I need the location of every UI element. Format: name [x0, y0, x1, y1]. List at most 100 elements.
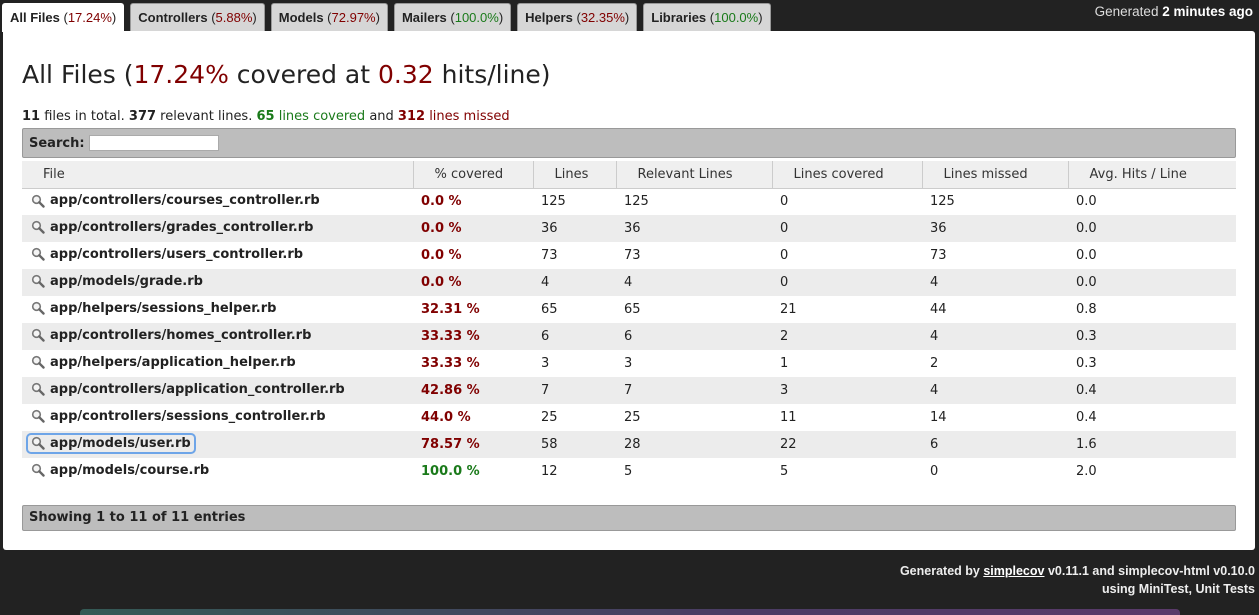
group-tabs: All Files (17.24%) Controllers (5.88%) Mod…: [2, 3, 777, 32]
file-cell: app/controllers/homes_controller.rb: [22, 323, 413, 350]
title-suffix: hits/line): [433, 60, 551, 89]
summary-missed-count: 312: [397, 109, 426, 124]
summary-relevant-count: 377: [128, 109, 157, 124]
tab-mailers[interactable]: Mailers (100.0%): [393, 3, 512, 31]
tab-label: Mailers: [401, 10, 447, 25]
magnifier-icon: [31, 302, 45, 315]
credits-prefix: Generated by: [899, 564, 984, 578]
tab-paren: (: [323, 10, 332, 25]
file-link[interactable]: app/models/grade.rb: [28, 273, 206, 290]
tab-models[interactable]: Models (72.97%): [270, 3, 388, 31]
table-row: app/helpers/sessions_helper.rb 32.31 % 65 6…: [22, 296, 1236, 323]
lines-cell: 3: [541, 356, 550, 371]
table-row: app/controllers/grades_controller.rb 0.0 …: [22, 215, 1236, 242]
summary-files-text: files in total.: [40, 109, 129, 124]
tab-label: Controllers: [138, 10, 208, 25]
file-link[interactable]: app/controllers/sessions_controller.rb: [28, 408, 329, 425]
column-header-relevant-lines[interactable]: Relevant Lines: [616, 161, 773, 189]
magnifier-icon: [31, 275, 45, 288]
summary-and-text: and: [365, 109, 398, 124]
lines-cell: 125: [541, 194, 566, 210]
table-info-bar: Showing 1 to 11 of 11 entries: [22, 505, 1236, 531]
tab-paren: ): [498, 10, 504, 25]
lines-missed-cell: 14: [930, 410, 947, 425]
table-row: app/controllers/homes_controller.rb 33.33…: [22, 323, 1236, 350]
title-coverage-percent: 17.24%: [133, 60, 229, 89]
relevant-lines-cell: 5: [624, 464, 633, 479]
file-name: app/controllers/users_controller.rb: [50, 246, 304, 262]
file-link[interactable]: app/controllers/homes_controller.rb: [28, 327, 314, 344]
column-header-lines-missed[interactable]: Lines missed: [922, 161, 1069, 189]
coverage-percent-cell: 33.33 %: [413, 323, 533, 350]
tab-paren: (: [59, 10, 68, 25]
tab-label: Helpers: [525, 10, 573, 25]
coverage-percent-cell: 100.0 %: [421, 464, 480, 479]
lines-missed-cell: 4: [922, 323, 1068, 350]
lines-missed-cell: 4: [922, 377, 1068, 404]
generated-prefix: Generated: [1094, 4, 1159, 19]
lines-covered-cell: 21: [780, 302, 797, 317]
tab-all-files[interactable]: All Files (17.24%): [2, 3, 125, 32]
simplecov-link[interactable]: simplecov: [983, 564, 1045, 578]
generated-time: 2 minutes ago: [1162, 4, 1253, 19]
table-row: app/helpers/application_helper.rb 33.33 %…: [22, 350, 1236, 377]
relevant-lines-cell: 4: [616, 269, 772, 296]
tab-paren: (: [207, 10, 216, 25]
tab-coverage-percent: 17.24%: [67, 10, 112, 25]
relevant-lines-cell: 65: [624, 302, 641, 317]
search-input[interactable]: [88, 135, 219, 151]
tab-libraries[interactable]: Libraries (100.0%): [643, 3, 771, 31]
window-bottom-edge: [80, 609, 1180, 615]
file-cell: app/helpers/sessions_helper.rb: [22, 296, 413, 323]
title-middle: covered at: [228, 60, 378, 89]
coverage-percent-cell: 33.33 %: [421, 356, 480, 371]
file-cell: app/controllers/grades_controller.rb: [22, 215, 413, 242]
avg-hits-cell: 0.4: [1068, 377, 1236, 404]
search-label: Search:: [29, 135, 85, 151]
credits-line-1: Generated by simplecov v0.11.1 and simpl…: [900, 562, 1255, 580]
credits-versions: v0.11.1 and simplecov-html v0.10.0: [1044, 564, 1255, 578]
magnifier-icon: [31, 410, 45, 423]
file-link[interactable]: app/models/course.rb: [28, 462, 212, 479]
avg-hits-cell: 0.3: [1076, 356, 1097, 371]
file-link[interactable]: app/helpers/application_helper.rb: [28, 354, 299, 371]
tab-coverage-percent: 100.0%: [454, 10, 499, 25]
column-header-file[interactable]: File: [22, 161, 414, 189]
file-name: app/models/grade.rb: [50, 273, 203, 289]
lines-cell: 7: [533, 377, 616, 404]
file-link[interactable]: app/models/user.rb: [26, 432, 196, 454]
tab-label: Libraries: [651, 10, 707, 25]
table-header-row: File% covered Lines Relevant Lines Lines co…: [22, 161, 1236, 189]
tab-controllers[interactable]: Controllers (5.88%): [130, 3, 265, 31]
column-header-covered[interactable]: % covered: [413, 161, 534, 189]
tab-coverage-percent: 5.88%: [215, 10, 253, 25]
magnifier-icon: [31, 248, 45, 261]
table-row: app/models/user.rb 78.57 % 58 28 22 6 1.6: [22, 431, 1236, 458]
file-name: app/controllers/grades_controller.rb: [50, 219, 314, 235]
relevant-lines-cell: 3: [624, 356, 633, 371]
tab-paren: (: [446, 10, 455, 25]
avg-hits-cell: 0.0: [1076, 194, 1097, 210]
file-link[interactable]: app/helpers/sessions_helper.rb: [28, 300, 279, 317]
column-header-avg-hits-line[interactable]: Avg. Hits / Line: [1068, 161, 1236, 189]
lines-covered-cell: 5: [780, 464, 789, 479]
page-title: All Files (17.24% covered at 0.32 hits/l…: [22, 60, 551, 89]
avg-hits-cell: 0.0: [1068, 215, 1236, 242]
magnifier-icon: [31, 356, 45, 369]
table-row: app/models/course.rb 100.0 % 12 5 5 0 2.0: [22, 458, 1236, 485]
relevant-lines-cell: 125: [624, 194, 649, 210]
column-header-lines[interactable]: Lines: [533, 161, 617, 189]
column-header-lines-covered[interactable]: Lines covered: [772, 161, 923, 189]
tab-helpers[interactable]: Helpers (32.35%): [517, 3, 638, 31]
coverage-percent-cell: 0.0 %: [421, 248, 462, 263]
file-link[interactable]: app/controllers/application_controller.r…: [28, 381, 348, 398]
lines-cell: 73: [541, 248, 558, 263]
file-link[interactable]: app/controllers/courses_controller.rb: [28, 192, 323, 209]
tab-label: Models: [278, 10, 324, 25]
search-bar: Search:: [22, 128, 1236, 158]
file-link[interactable]: app/controllers/grades_controller.rb: [28, 219, 316, 236]
avg-hits-cell: 0.8: [1076, 302, 1097, 317]
table-row: app/controllers/sessions_controller.rb 44…: [22, 404, 1236, 431]
generated-timestamp: Generated 2 minutes ago: [1095, 4, 1253, 19]
file-link[interactable]: app/controllers/users_controller.rb: [28, 246, 306, 263]
